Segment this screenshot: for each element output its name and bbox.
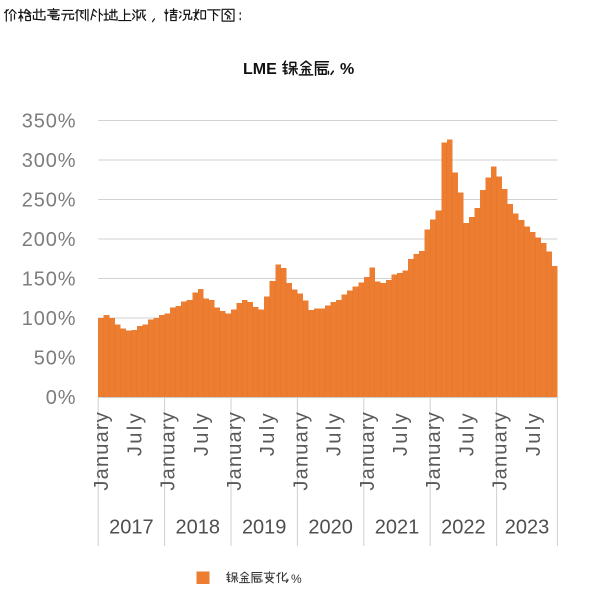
svg-text:January: January	[290, 411, 312, 491]
svg-text:250%: 250%	[22, 190, 77, 212]
svg-text:50%: 50%	[34, 348, 77, 370]
svg-text:July: July	[324, 411, 346, 456]
svg-text:2022: 2022	[441, 517, 486, 539]
svg-text:100%: 100%	[22, 308, 77, 330]
svg-text:January: January	[357, 411, 379, 491]
svg-text:150%: 150%	[22, 269, 77, 291]
svg-text:2017: 2017	[109, 517, 154, 539]
svg-text:2019: 2019	[242, 517, 287, 539]
svg-text:January: January	[158, 411, 180, 491]
svg-text:January: January	[91, 411, 113, 491]
svg-text:%: %	[291, 572, 302, 586]
svg-text:200%: 200%	[22, 229, 77, 251]
svg-text:0%: 0%	[46, 387, 77, 409]
svg-text:July: July	[257, 411, 279, 456]
svg-text:July: July	[456, 411, 478, 456]
svg-text:January: January	[224, 411, 246, 491]
svg-text:350%: 350%	[22, 111, 77, 133]
svg-text:300%: 300%	[22, 150, 77, 172]
svg-text:July: July	[390, 411, 412, 456]
svg-text:%: %	[340, 61, 354, 78]
svg-text:2023: 2023	[505, 517, 550, 539]
svg-text:July: July	[124, 411, 146, 456]
svg-text:2020: 2020	[308, 517, 353, 539]
svg-text:LME: LME	[243, 61, 277, 78]
svg-text:2018: 2018	[176, 517, 221, 539]
svg-text:2021: 2021	[375, 517, 420, 539]
svg-text:January: January	[423, 411, 445, 491]
svg-text:July: July	[523, 411, 545, 456]
svg-text:January: January	[490, 411, 512, 491]
svg-text:July: July	[191, 411, 213, 456]
